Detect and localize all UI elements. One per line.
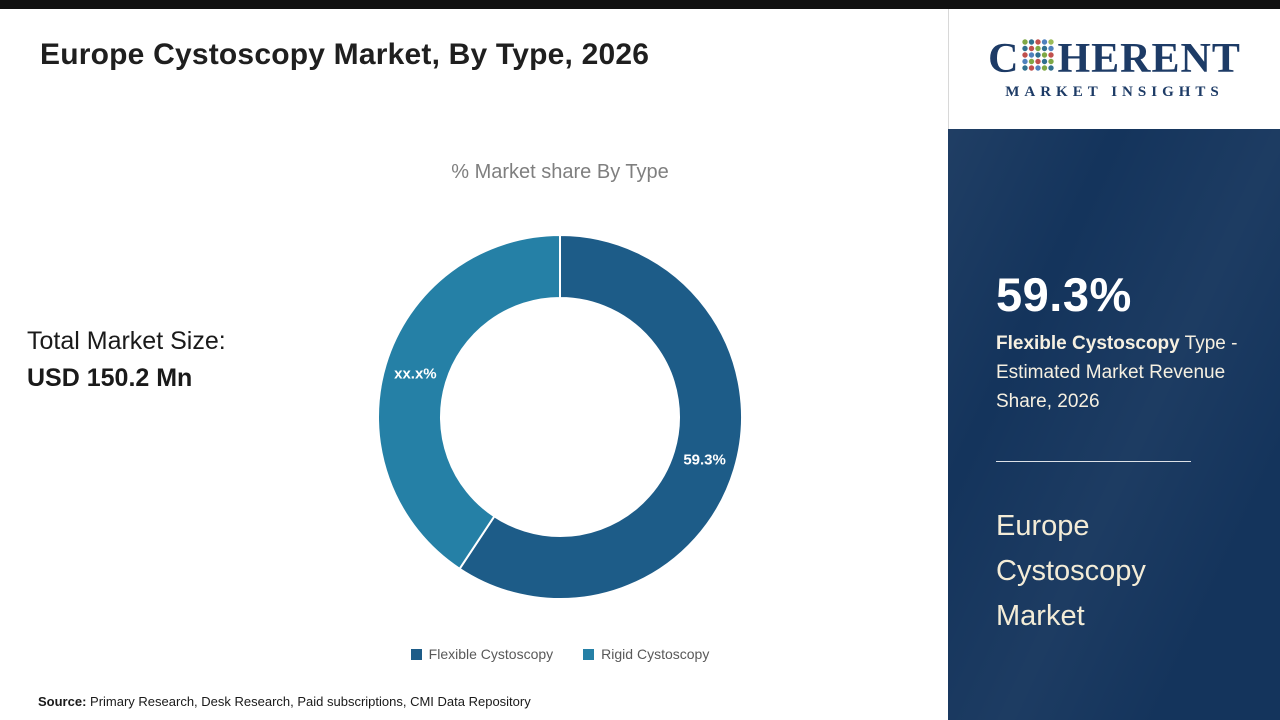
donut-segment-0	[458, 233, 743, 600]
legend-swatch	[583, 648, 595, 660]
logo-wordmark: C HERENT	[988, 38, 1241, 80]
logo: C HERENT MARKET INSIGHTS	[948, 9, 1280, 129]
sidebar-panel: 59.3% Flexible Cystoscopy Type - Estimat…	[948, 129, 1280, 720]
legend-swatch	[410, 648, 422, 660]
stat-description: Flexible Cystoscopy Type - Estimated Mar…	[996, 330, 1252, 417]
logo-dots-icon	[1021, 38, 1055, 80]
donut-segment-label: 59.3%	[683, 451, 726, 469]
donut-chart: 59.3% xx.x%	[370, 227, 750, 607]
total-market-size-value: USD 150.2 Mn	[27, 364, 193, 392]
chart-title: % Market share By Type	[451, 161, 669, 183]
total-market-size-label: Total Market Size:	[27, 327, 226, 355]
donut-segment-label: xx.x%	[394, 365, 437, 382]
stat-value: 59.3%	[996, 268, 1132, 321]
source-text: Primary Research, Desk Research, Paid su…	[86, 694, 531, 709]
source-label: Source:	[38, 694, 87, 709]
stat-description-bold: Flexible Cystoscopy	[996, 333, 1180, 354]
legend-label: Flexible Cystoscopy	[428, 646, 554, 662]
logo-letter-c: C	[988, 35, 1020, 82]
stat-description-rest: Type - Estimated Market Revenue Share, 2…	[996, 333, 1238, 412]
legend-item-1: Rigid Cystoscopy	[583, 646, 709, 662]
top-black-bar	[0, 0, 1280, 9]
panel-divider	[996, 460, 1191, 462]
panel-title: Europe Cystoscopy Market	[996, 509, 1146, 632]
source-note: Source: Primary Research, Desk Research,…	[38, 694, 531, 709]
logo-subtext: MARKET INSIGHTS	[1005, 83, 1224, 100]
legend-label: Rigid Cystoscopy	[601, 646, 710, 662]
legend-item-0: Flexible Cystoscopy	[410, 646, 554, 662]
donut-chart-svg	[377, 233, 743, 600]
chart-legend: Flexible Cystoscopy Rigid Cystoscopy	[310, 646, 810, 662]
total-market-size: Total Market Size: USD 150.2 Mn	[27, 327, 226, 393]
main-content: Europe Cystoscopy Market, By Type, 2026 …	[0, 9, 948, 720]
page-title: Europe Cystoscopy Market, By Type, 2026	[40, 38, 650, 71]
donut-segment-1	[377, 233, 561, 571]
logo-letters-rest: HERENT	[1057, 35, 1241, 82]
